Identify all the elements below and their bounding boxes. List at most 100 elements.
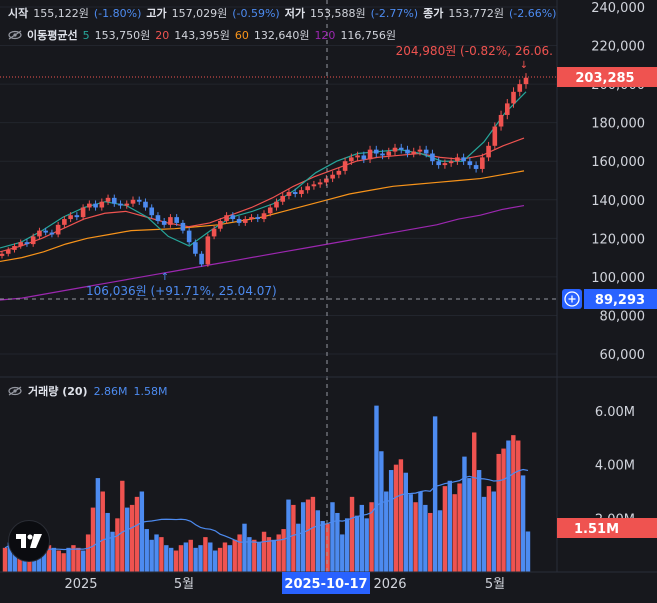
volume-bar xyxy=(281,529,286,572)
volume-bar xyxy=(447,480,452,572)
close-value: 153,772원 xyxy=(448,7,504,20)
ma-legend[interactable]: 이동평균선 5 153,750원 20 143,395원 60 132,640원… xyxy=(8,27,396,43)
volume-bar xyxy=(266,537,272,572)
add-alert-icon[interactable] xyxy=(564,291,580,307)
ma120-period: 120 xyxy=(314,28,336,42)
candle-body xyxy=(448,161,454,164)
price-tick-label: 160,000 xyxy=(591,155,645,170)
candle-body xyxy=(49,232,55,235)
volume-bar xyxy=(428,512,433,572)
candle-body xyxy=(249,217,254,220)
volume-bar xyxy=(511,435,516,572)
candle-body xyxy=(55,224,61,235)
volume-bar xyxy=(315,510,321,572)
candle-body xyxy=(367,149,373,160)
price-tick-label: 240,000 xyxy=(591,1,645,16)
candle-body xyxy=(87,203,92,208)
volume-title: 거래량 (20) xyxy=(28,385,88,398)
volume-bar xyxy=(286,499,291,572)
candle-body xyxy=(30,236,36,245)
volume-bar xyxy=(437,510,443,572)
candle-body xyxy=(317,182,323,185)
candle-body xyxy=(143,201,148,208)
volume-bar xyxy=(491,491,496,572)
volume-legend[interactable]: 거래량 (20) 2.86M 1.58M xyxy=(8,383,168,399)
volume-bar xyxy=(41,550,47,572)
volume-bar xyxy=(168,547,174,572)
volume-bar xyxy=(349,496,355,572)
volume-bar xyxy=(154,534,159,572)
crosshair-date-value: 2025-10-17 xyxy=(284,577,367,592)
price-tick-label: 220,000 xyxy=(591,40,645,55)
volume-tick-label: 4.00M xyxy=(595,459,635,474)
candle-body xyxy=(168,217,173,225)
volume-value-2: 1.58M xyxy=(133,384,168,398)
volume-bar xyxy=(418,491,423,572)
volume-bar xyxy=(242,523,247,572)
candle-body xyxy=(336,170,342,175)
high-value: 157,029원 xyxy=(171,7,228,20)
candle-body xyxy=(455,157,460,162)
low-marker-arrow: ↑ xyxy=(161,272,169,283)
volume-bar xyxy=(325,523,330,572)
volume-bar xyxy=(178,545,184,572)
volume-bar xyxy=(384,491,389,572)
candle-body xyxy=(199,253,204,265)
ma60-period: 60 xyxy=(234,28,249,42)
tradingview-logo[interactable] xyxy=(8,520,50,562)
ma-title: 이동평균선 xyxy=(27,29,78,42)
volume-bar xyxy=(388,470,394,572)
time-label-may-2025: 5월 xyxy=(174,577,194,592)
candle-body xyxy=(124,203,130,206)
volume-bar xyxy=(159,537,164,572)
candle-body xyxy=(423,149,429,154)
time-label-may-2026: 5월 xyxy=(485,577,505,592)
candle-body xyxy=(236,219,242,223)
price-tick-label: 180,000 xyxy=(591,117,645,132)
volume-bar xyxy=(198,545,203,572)
candle-body xyxy=(74,215,80,218)
volume-bar xyxy=(296,523,301,572)
volume-bar xyxy=(506,440,511,572)
volume-bar xyxy=(12,550,17,572)
candle-body xyxy=(467,161,473,166)
volume-bar xyxy=(291,504,296,572)
ohlc-legend: 시작 155,122원 (-1.80%) 고가 157,029원 (-0.59%… xyxy=(8,5,556,21)
volume-bar xyxy=(496,453,501,572)
time-label-2025: 2025 xyxy=(64,577,97,592)
volume-bar xyxy=(340,534,345,572)
candle-body xyxy=(130,199,136,204)
volume-bar xyxy=(66,547,71,572)
volume-bar xyxy=(305,499,311,572)
candle-body xyxy=(149,207,155,216)
volume-bar xyxy=(90,507,96,572)
open-label: 시작 xyxy=(8,7,29,20)
volume-bar xyxy=(110,531,115,572)
volume-bar xyxy=(300,502,306,572)
candle-body xyxy=(305,186,310,191)
candle-body xyxy=(355,155,360,158)
candle-body xyxy=(398,147,404,150)
volume-bar xyxy=(374,405,379,572)
volume-bar xyxy=(462,456,467,572)
candle-body xyxy=(105,197,111,202)
volume-bar xyxy=(467,478,472,572)
volume-ma-line xyxy=(4,468,529,551)
volume-bar xyxy=(129,504,135,572)
volume-bar xyxy=(76,547,81,572)
volume-visibility-icon[interactable] xyxy=(8,386,22,396)
volume-bar xyxy=(2,547,8,572)
candle-body xyxy=(161,220,167,225)
volume-tick-label: 6.00M xyxy=(595,405,635,420)
low-label: 저가 xyxy=(284,7,305,20)
crosshair-price-value: 89,293 xyxy=(595,293,645,308)
candle-body xyxy=(242,219,248,223)
ma60-value: 132,640원 xyxy=(253,29,310,42)
candle-body xyxy=(473,165,479,169)
candle-body xyxy=(155,215,161,221)
visibility-toggle-icon[interactable] xyxy=(8,30,22,40)
candles xyxy=(0,73,529,267)
